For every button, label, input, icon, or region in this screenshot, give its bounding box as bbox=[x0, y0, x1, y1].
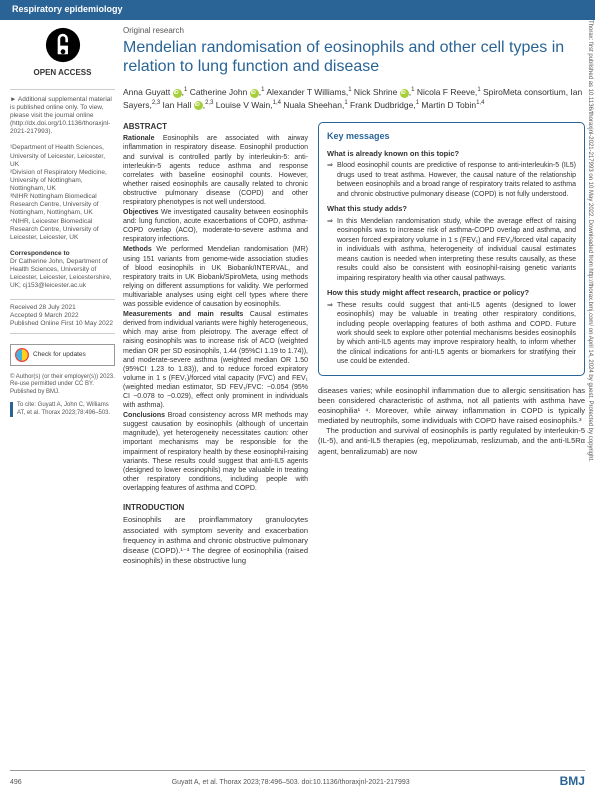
category-header: Respiratory epidemiology bbox=[0, 0, 595, 20]
vertical-meta: Thorax: first published as 10.1136/thora… bbox=[585, 20, 593, 760]
body-text-continued: diseases varies; while eosinophil inflam… bbox=[318, 386, 585, 457]
key-a2: In this Mendelian randomisation study, w… bbox=[327, 217, 576, 283]
key-a3: These results could suggest that anti-IL… bbox=[327, 301, 576, 367]
intro-paragraph-2: diseases varies; while eosinophil inflam… bbox=[318, 386, 585, 427]
right-column: Original research Mendelian randomisatio… bbox=[123, 20, 585, 566]
abstract-rationale: Rationale Eosinophils are associated wit… bbox=[123, 134, 308, 207]
correspondence-text: Dr Catherine John, Department of Health … bbox=[10, 258, 115, 291]
key-messages-box: Key messages What is already known on th… bbox=[318, 122, 585, 376]
check-updates-label: Check for updates bbox=[33, 351, 86, 359]
date-received: Received 28 July 2021 bbox=[10, 304, 115, 312]
orcid-icon[interactable] bbox=[173, 89, 182, 98]
copyright: © Author(s) (or their employer(s)) 2023.… bbox=[10, 374, 115, 397]
intro-paragraph-3: The production and survival of eosinophi… bbox=[318, 426, 585, 456]
abstract-results: Measurements and main results Causal est… bbox=[123, 310, 308, 410]
orcid-icon[interactable] bbox=[250, 89, 259, 98]
check-updates-button[interactable]: Check for updates bbox=[10, 344, 115, 366]
key-messages-title: Key messages bbox=[327, 131, 576, 143]
page-footer: 496 Guyatt A, et al. Thorax 2023;78:496–… bbox=[10, 770, 585, 790]
orcid-icon[interactable] bbox=[194, 101, 203, 110]
date-published: Published Online First 10 May 2022 bbox=[10, 320, 115, 328]
date-accepted: Accepted 9 March 2022 bbox=[10, 312, 115, 320]
citation-box: To cite: Guyatt A, John C, Williams AT, … bbox=[10, 402, 115, 417]
correspondence: Correspondence to Dr Catherine John, Dep… bbox=[10, 250, 115, 291]
affiliations: ¹Department of Health Sciences, Universi… bbox=[10, 144, 115, 242]
page-number: 496 bbox=[10, 778, 22, 787]
key-q2: What this study adds? bbox=[327, 204, 576, 214]
correspondence-heading: Correspondence to bbox=[10, 250, 115, 258]
crossmark-icon bbox=[15, 348, 29, 362]
abstract-objectives: Objectives We investigated causality bet… bbox=[123, 208, 308, 244]
open-access-badge: OPEN ACCESS bbox=[10, 26, 115, 79]
left-column: OPEN ACCESS ► Additional supplemental ma… bbox=[10, 20, 115, 566]
introduction-heading: INTRODUCTION bbox=[123, 503, 308, 513]
key-q3: How this study might affect research, pr… bbox=[327, 288, 576, 298]
content-columns: ABSTRACT Rationale Eosinophils are assoc… bbox=[123, 122, 585, 566]
publisher-logo: BMJ bbox=[560, 774, 585, 790]
abstract-methods: Methods We performed Mendelian randomisa… bbox=[123, 245, 308, 309]
abstract-heading: ABSTRACT bbox=[123, 122, 308, 132]
article-title: Mendelian randomisation of eosinophils a… bbox=[123, 38, 585, 76]
key-messages-column: Key messages What is already known on th… bbox=[318, 122, 585, 566]
orcid-icon[interactable] bbox=[400, 89, 409, 98]
intro-paragraph-1: Eosinophils are proinflammatory granuloc… bbox=[123, 515, 308, 566]
citation-text: To cite: Guyatt A, John C, Williams AT, … bbox=[17, 402, 110, 416]
abstract-conclusions: Conclusions Broad consistency across MR … bbox=[123, 411, 308, 493]
main-content: OPEN ACCESS ► Additional supplemental ma… bbox=[0, 20, 595, 566]
article-type: Original research bbox=[123, 26, 585, 36]
open-access-icon bbox=[44, 26, 82, 64]
abstract-column: ABSTRACT Rationale Eosinophils are assoc… bbox=[123, 122, 308, 566]
key-q1: What is already known on this topic? bbox=[327, 149, 576, 159]
open-access-label: OPEN ACCESS bbox=[10, 68, 115, 78]
article-dates: Received 28 July 2021 Accepted 9 March 2… bbox=[10, 299, 115, 334]
author-list: Anna Guyatt ,1 Catherine John ,1 Alexand… bbox=[123, 86, 585, 112]
supplemental-note: ► Additional supplemental material is pu… bbox=[10, 89, 115, 137]
key-a1: Blood eosinophil counts are predictive o… bbox=[327, 161, 576, 199]
footer-citation: Guyatt A, et al. Thorax 2023;78:496–503.… bbox=[172, 778, 410, 787]
